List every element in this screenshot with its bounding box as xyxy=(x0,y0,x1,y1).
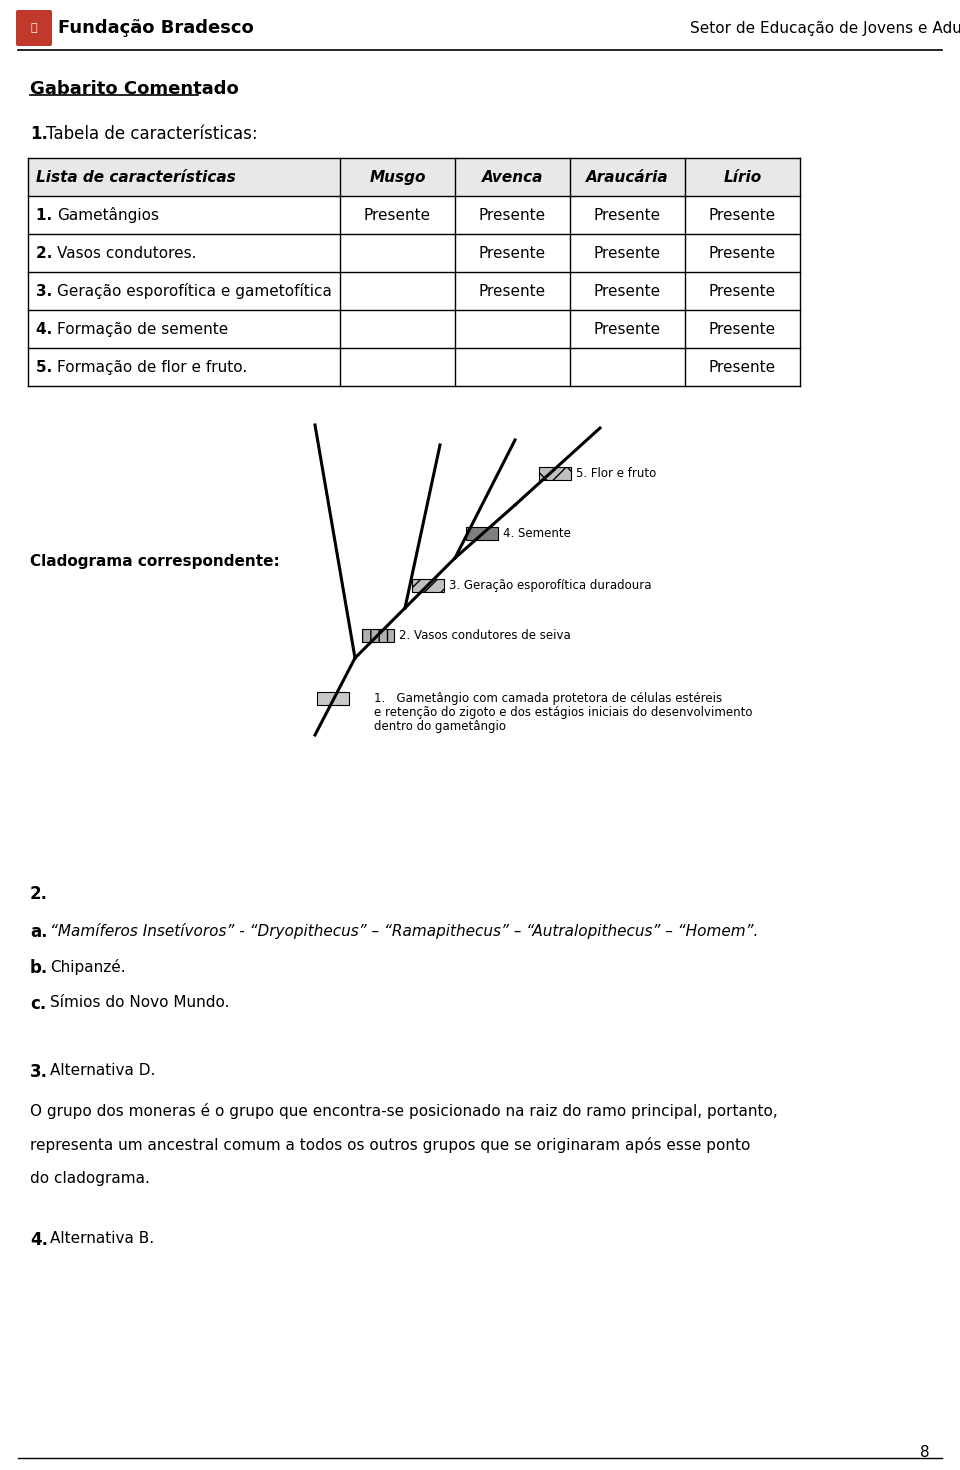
Text: 2.: 2. xyxy=(36,245,58,260)
Text: Lista de características: Lista de características xyxy=(36,169,236,185)
Text: Presente: Presente xyxy=(708,207,776,222)
Text: Tabela de características:: Tabela de características: xyxy=(46,125,257,143)
Text: Presente: Presente xyxy=(479,207,546,222)
Text: Setor de Educação de Jovens e Adultos: Setor de Educação de Jovens e Adultos xyxy=(690,21,960,35)
Text: a.: a. xyxy=(30,923,47,941)
Bar xyxy=(466,526,498,539)
Text: b.: b. xyxy=(30,958,48,978)
Text: Avenca: Avenca xyxy=(482,169,543,185)
Text: do cladograma.: do cladograma. xyxy=(30,1172,150,1186)
Text: Formação de flor e fruto.: Formação de flor e fruto. xyxy=(57,360,248,375)
Text: “Mamíferos Insetívoros” - “Dryopithecus” – “Ramapithecus” – “Autralopithecus” – : “Mamíferos Insetívoros” - “Dryopithecus”… xyxy=(50,923,758,939)
Bar xyxy=(412,579,444,591)
Text: 4. Semente: 4. Semente xyxy=(503,526,571,539)
Text: Cladograma correspondente:: Cladograma correspondente: xyxy=(30,554,279,569)
Text: Presente: Presente xyxy=(364,207,431,222)
Text: Fundação Bradesco: Fundação Bradesco xyxy=(58,19,253,37)
Text: Araucária: Araucária xyxy=(587,169,669,185)
Text: Presente: Presente xyxy=(594,284,661,298)
Text: 1.   Gametângio com camada protetora de células estéreis: 1. Gametângio com camada protetora de cé… xyxy=(374,691,722,704)
Bar xyxy=(28,157,800,196)
Text: 4.: 4. xyxy=(30,1230,48,1250)
Text: Presente: Presente xyxy=(594,207,661,222)
Text: 8: 8 xyxy=(921,1445,930,1460)
Text: 4.: 4. xyxy=(36,322,58,337)
Text: 5. Flor e fruto: 5. Flor e fruto xyxy=(576,466,657,479)
Text: Gametângios: Gametângios xyxy=(57,207,159,223)
Text: Presente: Presente xyxy=(708,360,776,375)
Text: dentro do gametângio: dentro do gametângio xyxy=(374,719,506,732)
Bar xyxy=(317,691,349,704)
Text: 2. Vasos condutores de seiva: 2. Vasos condutores de seiva xyxy=(399,629,571,641)
Text: Presente: Presente xyxy=(479,245,546,260)
Text: Presente: Presente xyxy=(708,322,776,337)
Text: Chipanzé.: Chipanzé. xyxy=(50,958,126,975)
Bar xyxy=(362,629,394,641)
Text: Alternativa D.: Alternativa D. xyxy=(50,1063,156,1078)
Text: Símios do Novo Mundo.: Símios do Novo Mundo. xyxy=(50,995,229,1010)
Text: Presente: Presente xyxy=(479,284,546,298)
Text: 3.: 3. xyxy=(30,1063,48,1080)
Text: 3. Geração esporofítica duradoura: 3. Geração esporofítica duradoura xyxy=(449,579,652,591)
Text: Geração esporofítica e gametofítica: Geração esporofítica e gametofítica xyxy=(57,284,332,298)
Text: Formação de semente: Formação de semente xyxy=(57,322,228,337)
Text: Alternativa B.: Alternativa B. xyxy=(50,1230,155,1247)
Text: 1.: 1. xyxy=(36,207,58,222)
Text: c.: c. xyxy=(30,995,46,1013)
Text: Presente: Presente xyxy=(594,245,661,260)
Text: Presente: Presente xyxy=(594,322,661,337)
Text: 1.: 1. xyxy=(30,125,48,143)
Text: 3.: 3. xyxy=(36,284,58,298)
Text: 2.: 2. xyxy=(30,885,48,903)
Text: e retenção do zigoto e dos estágios iniciais do desenvolvimento: e retenção do zigoto e dos estágios inic… xyxy=(374,706,753,719)
FancyBboxPatch shape xyxy=(16,10,52,46)
Text: Musgo: Musgo xyxy=(370,169,425,185)
Text: representa um ancestral comum a todos os outros grupos que se originaram após es: representa um ancestral comum a todos os… xyxy=(30,1136,751,1152)
Bar xyxy=(539,466,571,479)
Text: Vasos condutores.: Vasos condutores. xyxy=(57,245,197,260)
Text: Lírio: Lírio xyxy=(724,169,761,185)
Text: Presente: Presente xyxy=(708,284,776,298)
Text: 5.: 5. xyxy=(36,360,58,375)
Text: Gabarito Comentado: Gabarito Comentado xyxy=(30,79,239,98)
Text: O grupo dos moneras é o grupo que encontra-se posicionado na raiz do ramo princi: O grupo dos moneras é o grupo que encont… xyxy=(30,1102,778,1119)
Text: 👟: 👟 xyxy=(31,24,37,32)
Text: Presente: Presente xyxy=(708,245,776,260)
